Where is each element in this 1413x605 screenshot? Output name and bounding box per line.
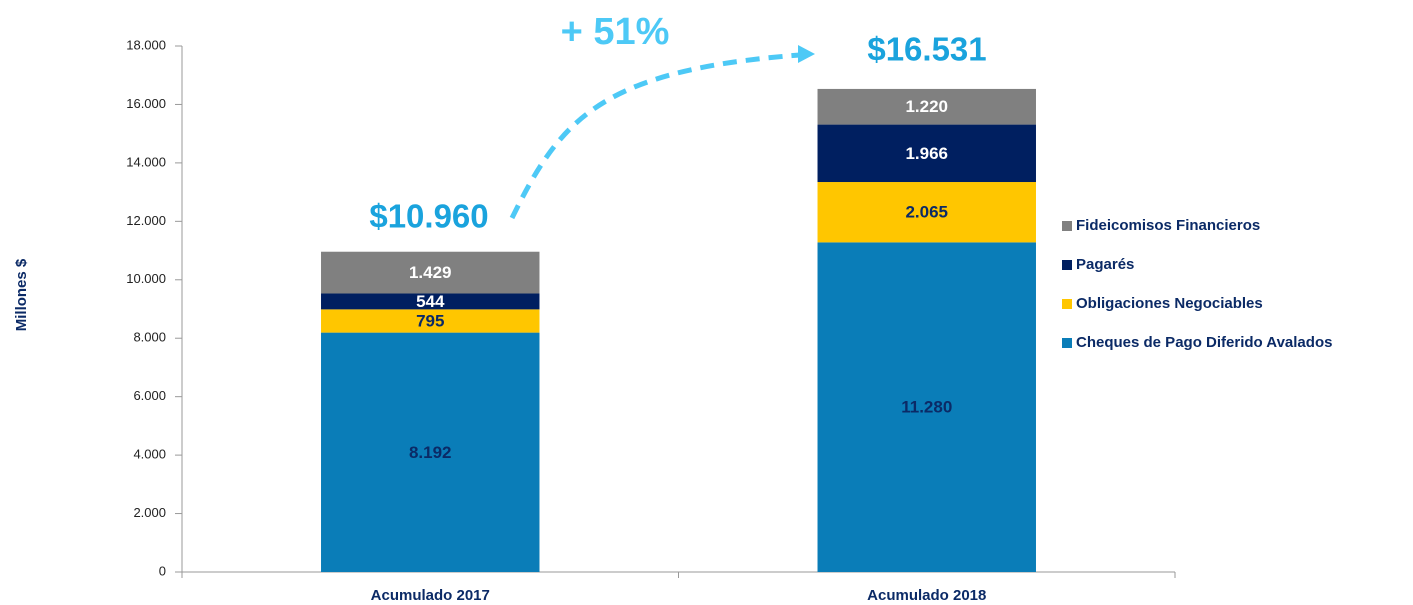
y-tick-label: 12.000	[126, 213, 166, 228]
data-label: 544	[416, 292, 445, 311]
bar-segment	[321, 293, 540, 310]
bar-segment	[817, 88, 1036, 125]
growth-arrow	[509, 52, 801, 220]
legend-label: Obligaciones Negociables	[1076, 295, 1263, 312]
y-tick-label: 10.000	[126, 271, 166, 286]
arrow-head	[798, 45, 815, 63]
legend-label: Fideicomisos Financieros	[1076, 217, 1260, 234]
legend-swatch	[1062, 299, 1072, 309]
data-label: 1.220	[905, 97, 948, 116]
data-label: 795	[416, 311, 444, 330]
y-axis-label: Millones $	[13, 258, 30, 331]
legend-label: Cheques de Pago Diferido Avalados	[1076, 334, 1332, 351]
legend-swatch	[1062, 260, 1072, 270]
legend-swatch	[1062, 338, 1072, 348]
bar-segment	[817, 182, 1036, 243]
y-tick-label: 6.000	[133, 388, 166, 403]
legend-swatch	[1062, 221, 1072, 231]
data-label: 1.429	[409, 263, 452, 282]
y-tick-label: 18.000	[126, 37, 166, 52]
y-tick-label: 16.000	[126, 96, 166, 111]
bar-segment	[817, 242, 1036, 572]
data-label: 11.280	[901, 398, 952, 417]
data-label: 1.966	[905, 144, 948, 163]
data-label: 2.065	[905, 203, 948, 222]
data-label: 8.192	[409, 443, 452, 462]
y-tick-label: 0	[159, 563, 166, 578]
growth-label: + 51%	[561, 11, 670, 53]
total-label: $10.960	[369, 198, 488, 235]
x-tick-label: Acumulado 2017	[371, 587, 490, 604]
legend-label: Pagarés	[1076, 256, 1134, 273]
x-tick-label: Acumulado 2018	[867, 587, 986, 604]
y-tick-label: 2.000	[133, 505, 166, 520]
y-tick-label: 14.000	[126, 154, 166, 169]
y-tick-label: 8.000	[133, 330, 166, 345]
bar-segment	[321, 309, 540, 333]
y-tick-label: 4.000	[133, 447, 166, 462]
bar-segment	[817, 124, 1036, 183]
total-label: $16.531	[867, 31, 986, 68]
bar-segment	[321, 332, 540, 572]
bar-segment	[321, 251, 540, 294]
